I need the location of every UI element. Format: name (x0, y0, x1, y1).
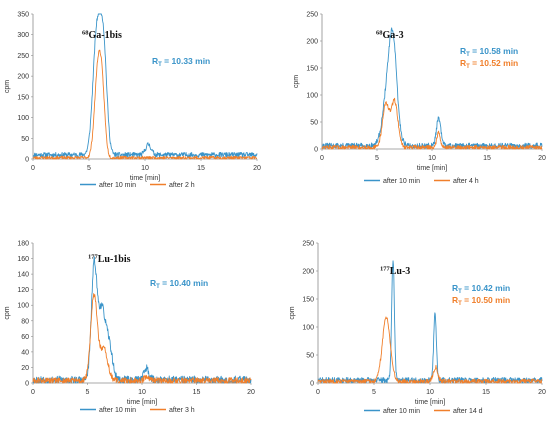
retention-time-annotation: RT = 10.58 min (460, 46, 518, 58)
x-tick-label: 0 (316, 389, 320, 396)
x-tick-label: 10 (138, 389, 146, 396)
legend-label: after 10 min (383, 178, 420, 185)
legend-label: after 10 min (383, 408, 420, 415)
y-tick-label: 0 (25, 157, 29, 164)
retention-time-annotation: RT = 10.33 min (152, 56, 210, 68)
y-tick-label: 60 (21, 334, 29, 341)
y-tick-label: 0 (25, 381, 29, 388)
x-tick-label: 15 (483, 155, 491, 162)
y-tick-label: 200 (306, 39, 318, 46)
x-tick-label: 10 (428, 155, 436, 162)
series-line-1 (32, 13, 258, 158)
legend-label: after 2 h (169, 182, 195, 189)
retention-time-annotation: RT = 10.52 min (460, 58, 518, 70)
x-tick-label: 20 (253, 165, 261, 172)
retention-time-annotation: RT = 10.40 min (150, 278, 208, 290)
series-line-1 (317, 260, 543, 384)
chart-panel-3: 0 20 40 60 80 100 120 140 160 180 0 5 10 15 20 time [mi… (4, 241, 255, 415)
chart-title-superscript: 68 (376, 30, 383, 37)
y-tick-label: 100 (306, 93, 318, 100)
legend-label: after 10 min (99, 407, 136, 414)
x-tick-label: 5 (86, 389, 90, 396)
y-tick-label: 100 (17, 115, 29, 122)
x-tick-label: 10 (426, 389, 434, 396)
legend-label: after 14 d (453, 408, 483, 415)
y-tick-label: 50 (21, 136, 29, 143)
chart-title: 177Lu-1bis (88, 254, 131, 266)
y-axis-label: cpm (289, 306, 296, 319)
x-tick-label: 15 (197, 165, 205, 172)
y-tick-label: 120 (17, 287, 29, 294)
chart-title: 68Ga-1bis (82, 30, 122, 42)
retention-time-annotation: RT = 10.42 min (452, 283, 510, 295)
y-axis-label: cpm (4, 306, 11, 319)
y-tick-label: 20 (21, 365, 29, 372)
x-tick-label: 5 (375, 155, 379, 162)
chart-panel-1: 0 50 100 150 200 250 300 350 0 5 10 15 20 time [min] c… (4, 12, 261, 190)
y-tick-label: 150 (306, 66, 318, 73)
y-tick-label: 250 (17, 53, 29, 60)
retention-time-annotation: RT = 10.50 min (452, 295, 510, 307)
chart-title-superscript: 177 (88, 254, 99, 261)
x-tick-label: 5 (87, 165, 91, 172)
legend-label: after 3 h (169, 407, 195, 414)
x-tick-label: 20 (247, 389, 255, 396)
series-line-2 (32, 293, 252, 384)
y-tick-label: 40 (21, 349, 29, 356)
y-tick-label: 180 (17, 241, 29, 248)
y-tick-label: 0 (310, 381, 314, 388)
x-tick-label: 20 (538, 155, 546, 162)
y-tick-label: 150 (17, 94, 29, 101)
x-axis-label: time [min] (417, 165, 447, 172)
y-tick-label: 250 (306, 12, 318, 19)
y-tick-label: 350 (17, 12, 29, 19)
series-line-2 (32, 49, 258, 160)
chart-title-main: Ga-1bis (89, 30, 122, 41)
y-tick-label: 50 (306, 353, 314, 360)
series-line-1 (32, 256, 252, 384)
y-tick-label: 250 (302, 241, 314, 248)
y-axis-label: cpm (293, 75, 300, 88)
y-tick-label: 0 (314, 147, 318, 154)
chart-panel-4: 0 50 100 150 200 250 0 5 10 15 20 time [min] cpm 177L… (289, 241, 546, 416)
x-tick-label: 0 (320, 155, 324, 162)
x-axis-label: time [min] (130, 175, 160, 182)
x-tick-label: 0 (31, 389, 35, 396)
chart-title-main: Lu-1bis (98, 254, 131, 265)
chart-title-main: Ga-3 (383, 30, 404, 41)
y-tick-label: 200 (17, 74, 29, 81)
x-tick-label: 15 (193, 389, 201, 396)
x-tick-label: 5 (372, 389, 376, 396)
y-tick-label: 100 (17, 303, 29, 310)
y-tick-label: 150 (302, 297, 314, 304)
y-tick-label: 140 (17, 272, 29, 279)
y-axis-label: cpm (4, 80, 11, 93)
x-tick-label: 10 (141, 165, 149, 172)
y-tick-label: 50 (310, 120, 318, 127)
y-tick-label: 200 (302, 269, 314, 276)
series-line-2 (321, 97, 543, 150)
legend-label: after 4 h (453, 178, 479, 185)
chart-panel-2: 0 50 100 150 200 250 0 5 10 15 20 time [min] cpm 68Ga… (293, 12, 546, 186)
legend-label: after 10 min (99, 182, 136, 189)
x-axis-label: time [min] (127, 399, 157, 406)
x-tick-label: 0 (31, 165, 35, 172)
chart-title-superscript: 177 (380, 266, 391, 273)
chart-title-main: Lu-3 (390, 266, 411, 277)
chart-title: 177Lu-3 (380, 266, 410, 278)
y-tick-label: 100 (302, 325, 314, 332)
y-tick-label: 160 (17, 256, 29, 263)
x-tick-label: 15 (482, 389, 490, 396)
y-tick-label: 80 (21, 318, 29, 325)
chart-title: 68Ga-3 (376, 30, 404, 42)
y-tick-label: 300 (17, 32, 29, 39)
series-line-2 (317, 316, 543, 384)
x-axis-label: time [min] (415, 399, 445, 406)
x-tick-label: 20 (538, 389, 546, 396)
chart-title-superscript: 68 (82, 30, 89, 37)
